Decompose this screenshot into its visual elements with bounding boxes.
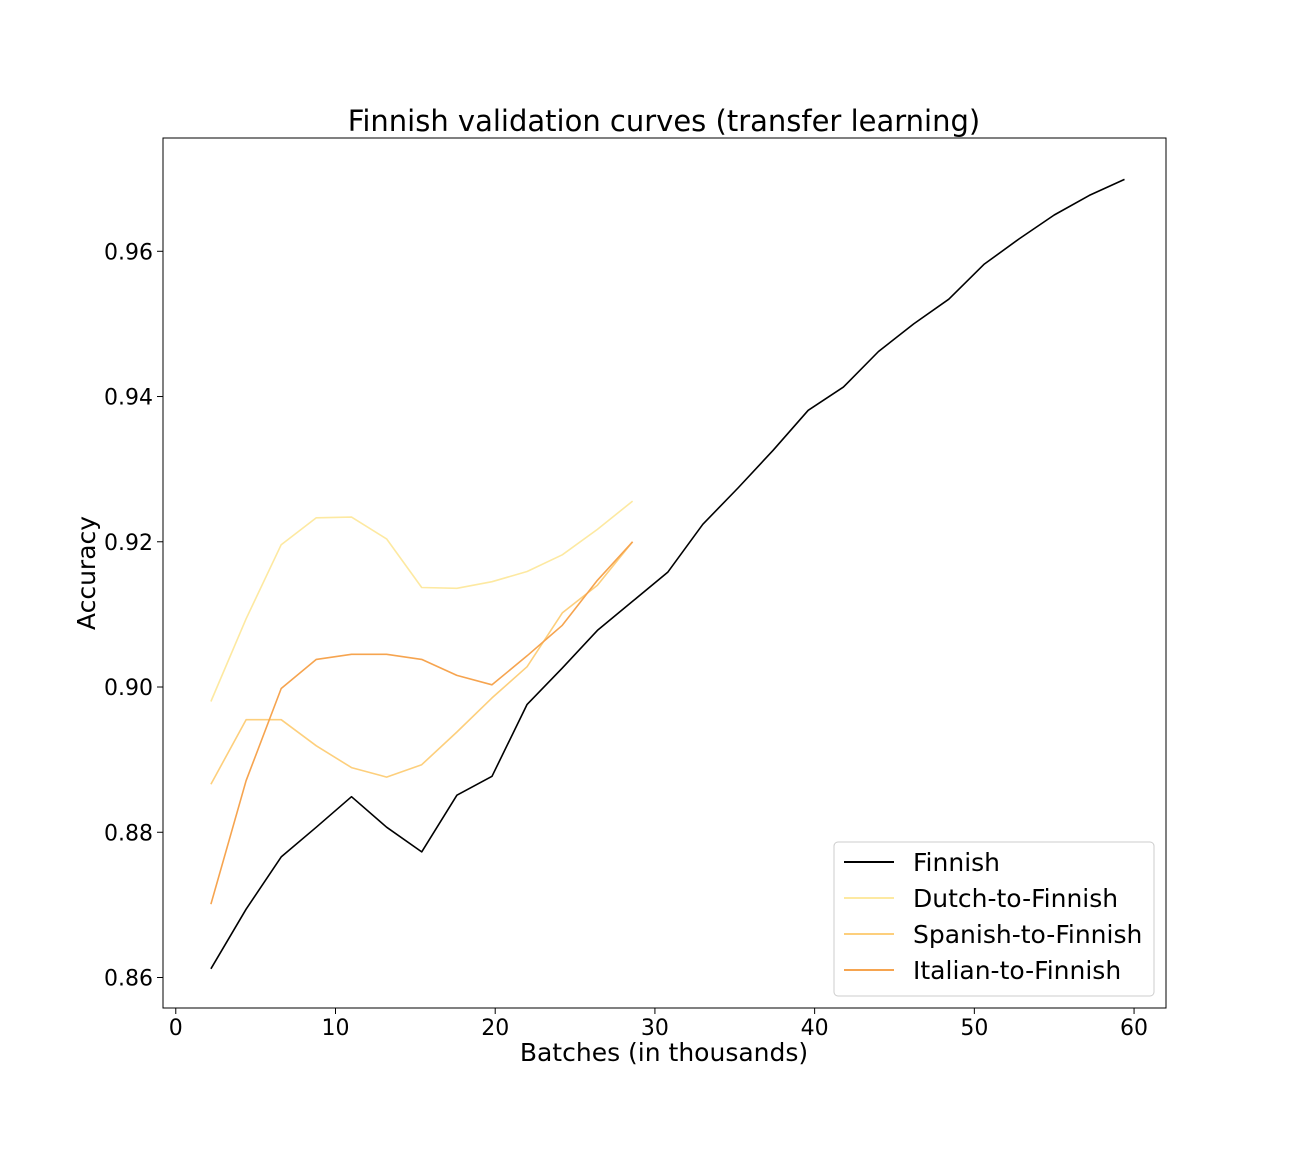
- y-tick-label: 0.96: [104, 240, 153, 265]
- y-tick-label: 0.88: [104, 821, 153, 846]
- chart-title: Finnish validation curves (transfer lear…: [348, 104, 980, 138]
- x-axis-ticks: 0 10 20 30 40 50 60: [169, 1008, 1148, 1041]
- x-tick-label: 0: [169, 1016, 183, 1041]
- legend-label: Dutch-to-Finnish: [913, 884, 1118, 913]
- y-axis-ticks: 0.86 0.88 0.90 0.92 0.94 0.96: [104, 240, 163, 991]
- x-tick-label: 30: [641, 1016, 669, 1041]
- legend-label: Spanish-to-Finnish: [913, 920, 1142, 949]
- y-tick-label: 0.86: [104, 966, 153, 991]
- y-tick-label: 0.92: [104, 531, 153, 556]
- series-line-spanish-to-finnish: [210, 541, 634, 785]
- legend-label: Finnish: [913, 848, 1000, 877]
- legend: Finnish Dutch-to-Finnish Spanish-to-Finnis…: [833, 841, 1155, 997]
- x-tick-label: 10: [321, 1016, 349, 1041]
- plot-frame: [162, 137, 1167, 1009]
- x-tick-label: 50: [960, 1016, 988, 1041]
- series-line-italian-to-finnish: [210, 541, 634, 905]
- legend-items: Finnish Dutch-to-Finnish Spanish-to-Finnis…: [844, 848, 1142, 985]
- legend-label: Italian-to-Finnish: [913, 956, 1121, 985]
- series-layer: [210, 178, 1125, 970]
- y-tick-label: 0.90: [104, 676, 153, 701]
- series-line-finnish: [210, 178, 1125, 970]
- legend-box: [833, 841, 1155, 997]
- x-tick-label: 20: [481, 1016, 509, 1041]
- y-axis-label: Accuracy: [72, 516, 101, 630]
- x-tick-label: 60: [1120, 1016, 1148, 1041]
- x-axis-label: Batches (in thousands): [520, 1038, 808, 1067]
- y-tick-label: 0.94: [104, 386, 153, 411]
- x-tick-label: 40: [801, 1016, 829, 1041]
- series-line-dutch-to-finnish: [210, 500, 634, 702]
